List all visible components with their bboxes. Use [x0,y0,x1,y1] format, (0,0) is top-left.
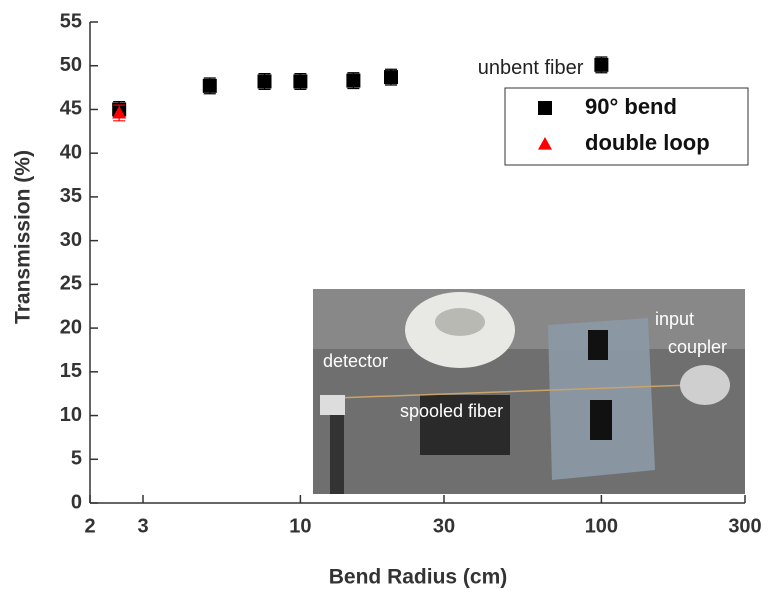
legend-box [504,87,749,166]
point [383,70,398,85]
y-tick-label: 10 [60,404,82,426]
x-tick-label: 30 [433,515,455,537]
annotation: unbent fiber [478,57,584,79]
inset-label: input [655,309,694,329]
point [346,73,361,88]
y-tick-label: 15 [60,360,82,382]
inset-label: coupler [668,337,727,357]
y-tick-label: 40 [60,141,82,163]
x-tick-label: 100 [585,515,618,537]
y-tick-label: 35 [60,185,82,207]
y-tick-label: 55 [60,10,82,32]
y-tick-label: 20 [60,316,82,338]
y-axis-label: Transmission (%) [12,150,35,324]
legend-label: 90° bend [585,94,677,119]
inset-photo [313,289,745,494]
x-tick-label: 3 [137,515,148,537]
x-tick-label: 10 [289,515,311,537]
point [112,105,127,119]
point [257,74,272,89]
y-tick-label: 5 [71,448,82,470]
point [293,74,308,89]
y-tick-label: 25 [60,273,82,295]
x-tick-label: 2 [84,515,95,537]
x-tick-label: 300 [728,515,761,537]
y-tick-label: 0 [71,491,82,513]
inset-label: spooled fiber [400,401,503,421]
legend-label: double loop [585,130,710,155]
x-axis-label: Bend Radius (cm) [329,566,508,589]
legend-marker [538,101,552,115]
inset-label: detector [323,351,388,371]
legend-marker [538,137,552,150]
point [594,57,609,72]
y-tick-label: 50 [60,54,82,76]
y-tick-label: 45 [60,98,82,120]
point [202,78,217,93]
y-tick-label: 30 [60,229,82,251]
